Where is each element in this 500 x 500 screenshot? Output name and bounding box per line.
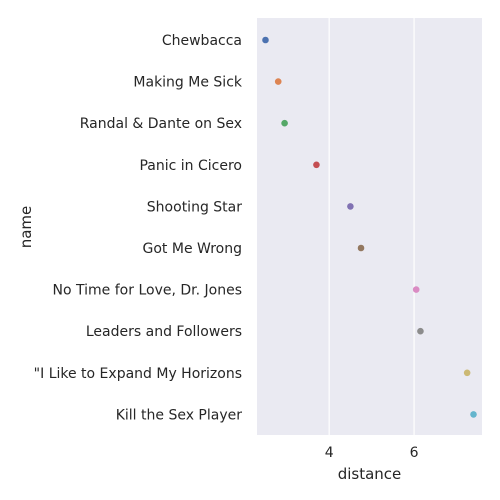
data-point [413, 286, 420, 293]
y-tick-label: Making Me Sick [133, 75, 242, 91]
y-tick-label: Randal & Dante on Sex [80, 116, 242, 132]
y-tick-label: "I Like to Expand My Horizons [34, 366, 242, 382]
y-tick-label: Panic in Cicero [139, 158, 242, 174]
y-tick-label: Chewbacca [162, 33, 242, 49]
x-tick-label: 4 [325, 445, 334, 461]
y-tick-label: Kill the Sex Player [116, 407, 243, 423]
y-tick-label: Shooting Star [147, 199, 242, 215]
y-tick-label: Leaders and Followers [86, 324, 242, 340]
data-point [464, 370, 471, 377]
y-axis-label: name [17, 206, 35, 249]
y-axis-tick-labels: Chewbacca Making Me Sick Randal & Dante on… [34, 33, 243, 423]
plot-area [257, 18, 482, 435]
x-tick-label: 6 [410, 445, 419, 461]
data-point [281, 120, 288, 127]
data-point [347, 203, 354, 210]
data-point [313, 162, 320, 169]
data-point [358, 245, 365, 252]
x-axis-label: distance [338, 465, 402, 483]
data-point [275, 78, 282, 85]
data-point [470, 411, 477, 418]
data-point [417, 328, 424, 335]
y-tick-label: No Time for Love, Dr. Jones [53, 283, 242, 299]
y-tick-label: Got Me Wrong [143, 241, 242, 257]
data-point [262, 37, 269, 44]
